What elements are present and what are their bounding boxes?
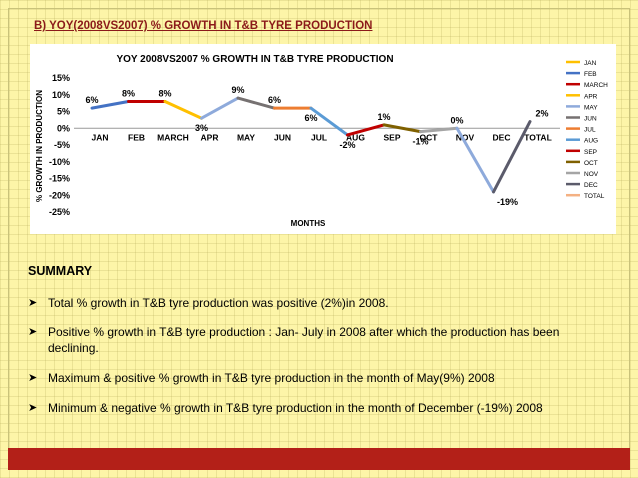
summary-bullet-text: Minimum & negative % growth in T&B tyre …: [48, 401, 543, 415]
legend-label: TOTAL: [584, 193, 605, 200]
series-segment: [90, 99, 130, 110]
x-tick-label: FEB: [128, 132, 145, 142]
series-segment: [236, 96, 276, 110]
legend-label: JUN: [584, 116, 597, 123]
legend-label: DEC: [584, 182, 598, 189]
legend-label: MAY: [584, 104, 598, 111]
data-label: 8%: [158, 88, 171, 98]
data-label: -1%: [412, 137, 428, 147]
bullet-arrow-icon: ➤: [28, 402, 38, 414]
data-label: 2%: [535, 109, 548, 119]
growth-line-chart: YOY 2008VS2007 % GROWTH IN T&B TYRE PROD…: [35, 54, 608, 228]
y-tick-label: -5%: [54, 140, 70, 150]
series-segment: [492, 120, 532, 194]
series-segment: [163, 99, 203, 120]
y-axis-label: % GROWTH IN PRODUCTION: [35, 90, 44, 202]
x-tick-label: NOV: [456, 132, 475, 142]
x-tick-label: JAN: [91, 132, 108, 142]
y-tick-label: 15%: [52, 73, 70, 83]
summary-bullet-text: Total % growth in T&B tyre production wa…: [48, 296, 389, 310]
y-tick-label: 0%: [57, 123, 70, 133]
summary-bullet-1: ➤ Total % growth in T&B tyre production …: [28, 295, 598, 311]
series-segment: [455, 126, 495, 194]
summary-bullet-4: ➤ Minimum & negative % growth in T&B tyr…: [28, 400, 598, 416]
y-tick-label: -20%: [49, 190, 70, 200]
chart-title: YOY 2008VS2007 % GROWTH IN T&B TYRE PROD…: [116, 54, 393, 65]
x-tick-label: JUL: [311, 132, 327, 142]
data-label: 6%: [85, 95, 98, 105]
bullet-arrow-icon: ➤: [28, 297, 38, 309]
y-tick-label: -25%: [49, 207, 70, 217]
series-segment: [346, 123, 386, 137]
legend-label: MARCH: [584, 82, 608, 89]
summary-bullet-3: ➤ Maximum & positive % growth in T&B tyr…: [28, 370, 598, 386]
data-label: -19%: [497, 197, 518, 207]
bullet-arrow-icon: ➤: [28, 372, 38, 384]
x-tick-label: APR: [201, 132, 219, 142]
summary-title: SUMMARY: [28, 264, 93, 278]
x-tick-label: OCT: [420, 132, 439, 142]
y-tick-label: 10%: [52, 90, 70, 100]
y-tick-label: -15%: [49, 174, 70, 184]
x-tick-label: TOTAL: [524, 132, 552, 142]
data-label: 9%: [231, 85, 244, 95]
summary-bullet-text: Positive % growth in T&B tyre production…: [48, 325, 560, 355]
x-tick-label: DEC: [493, 132, 511, 142]
legend-label: JUL: [584, 127, 596, 134]
series-segment: [419, 126, 459, 134]
y-tick-label: 5%: [57, 107, 70, 117]
series-segment: [309, 106, 349, 137]
legend-label: SEP: [584, 149, 597, 156]
legend-label: OCT: [584, 160, 598, 167]
series-segment: [382, 123, 422, 134]
legend-label: AUG: [584, 138, 598, 145]
summary-bullet-2: ➤ Positive % growth in T&B tyre producti…: [28, 324, 598, 356]
data-label: 8%: [122, 88, 135, 98]
data-label: 6%: [304, 113, 317, 123]
x-tick-label: AUG: [346, 132, 365, 142]
x-tick-label: MARCH: [157, 132, 189, 142]
summary-bullet-text: Maximum & positive % growth in T&B tyre …: [48, 371, 495, 385]
data-label: 1%: [377, 112, 390, 122]
data-label: 6%: [268, 95, 281, 105]
legend-label: APR: [584, 93, 598, 100]
x-tick-label: JUN: [274, 132, 291, 142]
x-tick-label: SEP: [383, 132, 400, 142]
legend-label: FEB: [584, 71, 597, 78]
chart-box: YOY 2008VS2007 % GROWTH IN T&B TYRE PROD…: [30, 44, 616, 234]
x-tick-label: MAY: [237, 132, 255, 142]
footer-bar: [8, 448, 630, 470]
y-tick-label: -10%: [49, 157, 70, 167]
legend-label: NOV: [584, 171, 599, 178]
series-segment: [200, 96, 240, 120]
legend-label: JAN: [584, 60, 597, 67]
slide-heading: B) YOY(2008VS2007) % GROWTH IN T&B TYRE …: [34, 20, 373, 32]
data-label: -2%: [339, 140, 355, 150]
data-label: 3%: [195, 123, 208, 133]
data-label: 0%: [450, 115, 463, 125]
x-axis-label: MONTHS: [291, 219, 326, 228]
bullet-arrow-icon: ➤: [28, 326, 38, 338]
